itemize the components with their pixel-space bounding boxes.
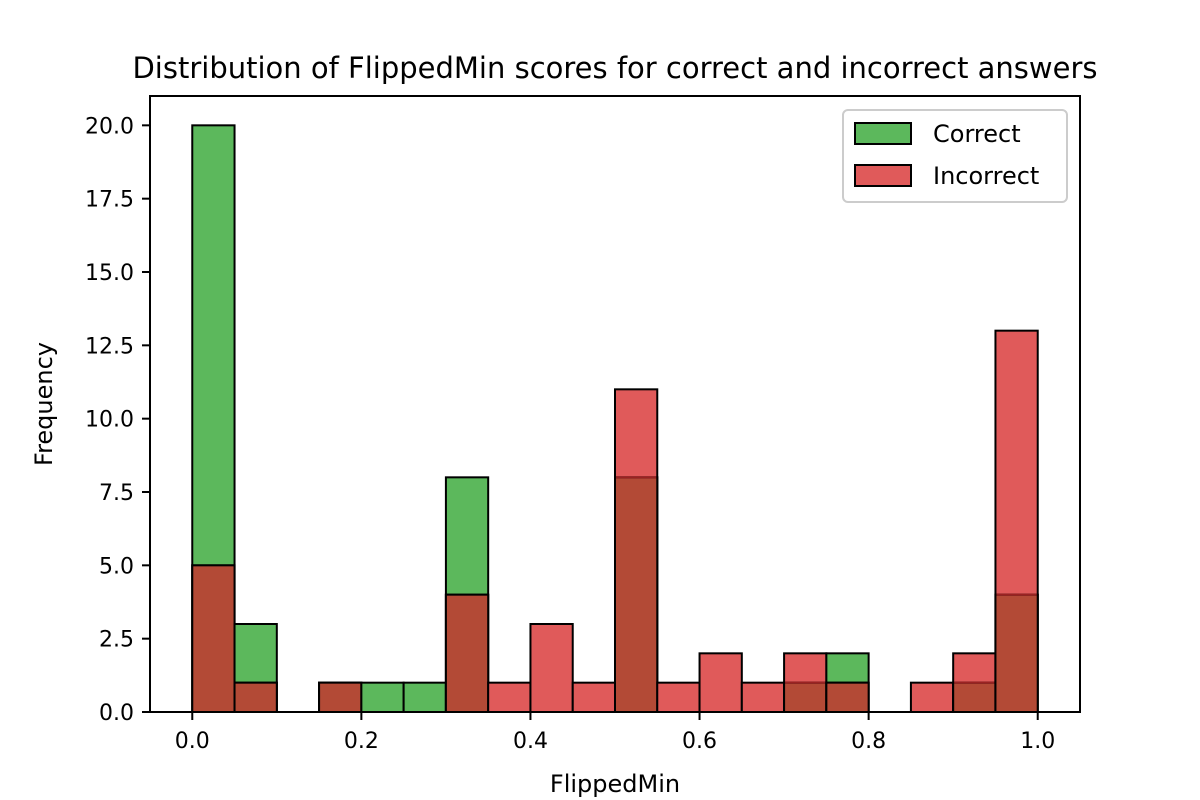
- bar-incorrect-bin-9: [571, 681, 617, 714]
- x-axis-ticks: 0.0 0.2 0.4 0.6 0.8 1.0: [175, 712, 1055, 754]
- legend: Correct Incorrect: [842, 109, 1068, 203]
- x-tick-label: 0.2: [344, 729, 379, 754]
- bar-overlap-bin-0: [191, 564, 236, 713]
- legend-swatch-correct: [854, 122, 912, 145]
- bar-incorrect-bin-13: [740, 681, 786, 714]
- bars-layer: [191, 124, 1039, 714]
- bar-incorrect-bin-11: [656, 681, 701, 714]
- bar-overlap-bin-15: [825, 681, 870, 714]
- y-tick-label: 17.5: [85, 188, 134, 213]
- x-tick-label: 0.8: [851, 729, 886, 754]
- bar-overlap-bin-10: [614, 476, 659, 714]
- bar-incorrect-bin-8: [529, 623, 574, 713]
- y-tick-label: 20.0: [85, 114, 134, 139]
- x-axis-label: FlippedMin: [550, 770, 680, 798]
- x-tick-label: 0.0: [175, 729, 210, 754]
- bar-incorrect-bin-17: [909, 681, 955, 714]
- bar-overlap-bin-1: [233, 681, 278, 714]
- x-tick-label: 1.0: [1020, 729, 1055, 754]
- y-axis-ticks: 0.0 2.5 5.0 7.5 10.0 12.5 15.0 17.5 20.0: [85, 114, 150, 726]
- chart-title: Distribution of FlippedMin scores for co…: [132, 51, 1097, 85]
- bar-incorrect-bin-7: [487, 681, 532, 714]
- legend-swatch-incorrect: [854, 164, 912, 187]
- bar-overlap-bin-3: [318, 681, 363, 714]
- bar-incorrect-bin-12: [698, 652, 743, 713]
- plot-frame: [149, 95, 1081, 713]
- legend-label-correct: Correct: [933, 120, 1021, 148]
- x-tick-label: 0.4: [513, 729, 548, 754]
- bar-correct-bin-4: [360, 681, 405, 714]
- y-axis-label: Frequency: [30, 342, 58, 466]
- bar-overlap-bin-14: [783, 681, 828, 714]
- legend-label-incorrect: Incorrect: [933, 162, 1039, 190]
- bar-overlap-bin-6: [444, 593, 490, 714]
- x-tick-label: 0.6: [682, 729, 717, 754]
- y-tick-label: 12.5: [85, 334, 134, 359]
- y-tick-label: 7.5: [99, 481, 134, 506]
- y-tick-label: 2.5: [99, 628, 134, 653]
- y-tick-label: 15.0: [85, 261, 134, 286]
- y-tick-label: 0.0: [99, 701, 134, 726]
- bar-overlap-bin-19: [994, 593, 1039, 714]
- y-tick-label: 10.0: [85, 408, 134, 433]
- bar-correct-bin-5: [402, 681, 447, 714]
- bar-overlap-bin-18: [952, 681, 997, 714]
- y-tick-label: 5.0: [99, 554, 134, 579]
